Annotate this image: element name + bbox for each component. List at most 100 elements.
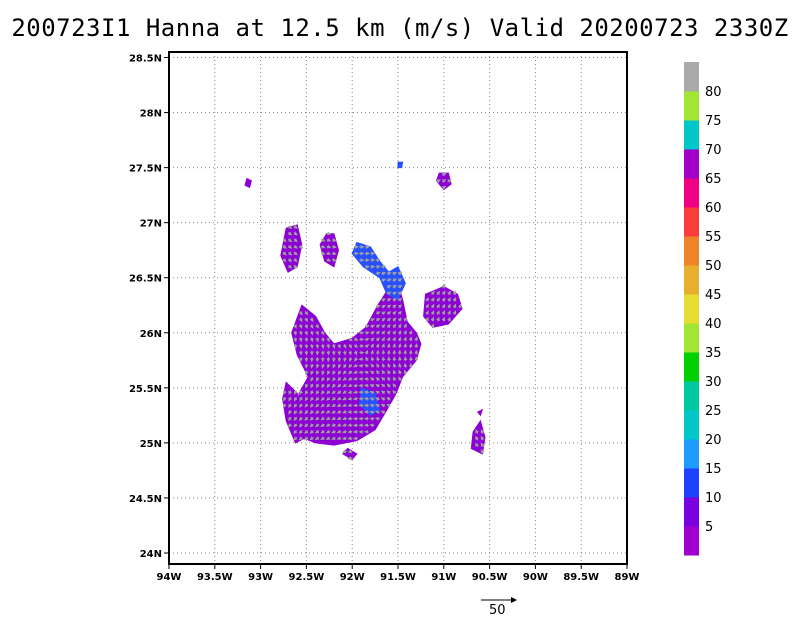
wind-vector bbox=[304, 410, 309, 415]
wind-vector bbox=[369, 384, 375, 388]
longitude-ticks: 94W 93.5W 93W 92.5W 92W 91.5W 91W 90.5W 90W 89.5W… bbox=[157, 564, 639, 583]
wind-vector bbox=[392, 390, 397, 395]
wind-vector bbox=[347, 436, 353, 441]
wind-vector bbox=[352, 403, 358, 408]
wind-vector bbox=[381, 271, 387, 276]
wind-vector bbox=[386, 285, 392, 289]
wind-vector bbox=[337, 383, 342, 388]
wind-vector bbox=[326, 390, 331, 395]
wind-vector bbox=[414, 336, 419, 342]
wind-vector bbox=[309, 337, 314, 343]
wind-vector bbox=[309, 324, 314, 329]
wind-region-5ms bbox=[476, 408, 484, 417]
wind-vector bbox=[397, 323, 402, 329]
wind-vector bbox=[370, 324, 376, 329]
wind-vector bbox=[441, 185, 447, 190]
wind-vector bbox=[480, 449, 485, 454]
wind-vector bbox=[369, 397, 375, 402]
wind-vector bbox=[347, 390, 353, 394]
wind-vector bbox=[309, 330, 314, 336]
colorbar-swatch bbox=[684, 120, 699, 150]
wind-vector bbox=[381, 317, 386, 322]
wind-vector bbox=[414, 343, 419, 349]
wind-vector bbox=[283, 403, 287, 409]
colorbar-swatch bbox=[684, 381, 699, 411]
wind-vector bbox=[282, 257, 287, 263]
wind-vector bbox=[354, 357, 359, 362]
wind-vector bbox=[375, 343, 380, 349]
wind-vector bbox=[375, 383, 380, 388]
wind-vector bbox=[315, 330, 319, 336]
wind-vector bbox=[370, 363, 375, 368]
wind-vector bbox=[326, 343, 331, 349]
wind-vector bbox=[397, 310, 402, 316]
wind-vector bbox=[447, 179, 452, 184]
wind-vector bbox=[370, 356, 375, 362]
wind-vector bbox=[315, 390, 320, 395]
wind-vector bbox=[364, 331, 370, 335]
wind-vector bbox=[331, 390, 336, 395]
wind-vector bbox=[392, 291, 397, 296]
wind-vector bbox=[342, 383, 347, 388]
latitude-ticks: 24N 24.5N 25N 25.5N 26N 26.5N 27N 27.5N 28N 28.5N bbox=[129, 54, 169, 560]
wind-vector bbox=[325, 423, 331, 427]
wind-vector bbox=[386, 336, 391, 342]
wind-vector bbox=[336, 423, 342, 427]
wind-vector bbox=[364, 337, 370, 342]
wind-vector bbox=[321, 376, 326, 382]
wind-vector bbox=[298, 436, 303, 441]
wind-vector bbox=[309, 409, 315, 415]
wind-vector bbox=[369, 410, 375, 415]
wind-vector bbox=[381, 324, 386, 329]
wind-vector bbox=[299, 390, 304, 395]
wind-vector bbox=[376, 363, 381, 368]
wind-vector bbox=[436, 179, 441, 184]
wind-vector bbox=[304, 390, 309, 395]
wind-vector bbox=[315, 363, 320, 369]
wind-vector bbox=[386, 330, 391, 335]
wind-vector bbox=[315, 370, 320, 376]
wind-vector bbox=[315, 337, 320, 343]
wind-vector bbox=[288, 410, 293, 415]
wind-vector bbox=[342, 409, 347, 414]
wind-vector bbox=[458, 303, 462, 309]
wind-vector bbox=[331, 357, 336, 363]
wind-vector bbox=[425, 316, 429, 322]
wind-vector bbox=[304, 310, 309, 316]
wind-vector bbox=[331, 257, 337, 262]
wind-vector bbox=[310, 396, 315, 402]
wind-vector bbox=[381, 265, 387, 269]
wind-vector bbox=[392, 336, 396, 342]
wind-vector bbox=[386, 403, 391, 408]
wind-vector bbox=[347, 376, 353, 381]
wind-vector bbox=[288, 416, 293, 422]
lat-tick-label: 27N bbox=[140, 219, 162, 230]
wind-vector bbox=[320, 330, 325, 336]
wind-vector bbox=[403, 343, 408, 349]
wind-vectors bbox=[282, 172, 485, 461]
wind-vector bbox=[325, 436, 331, 440]
wind-vector bbox=[370, 349, 375, 355]
wind-vector bbox=[397, 317, 402, 322]
wind-vector bbox=[310, 370, 315, 376]
colorbar-label: 5 bbox=[705, 520, 713, 535]
wind-vector bbox=[397, 271, 403, 276]
wind-vector bbox=[304, 429, 309, 434]
wind-vector bbox=[441, 297, 446, 302]
wind-vector bbox=[381, 343, 385, 349]
wind-vector bbox=[375, 271, 381, 276]
wind-vector bbox=[321, 383, 326, 389]
wind-vector bbox=[298, 429, 303, 434]
wind-vector bbox=[403, 323, 407, 329]
wind-vector bbox=[441, 316, 446, 322]
wind-vector bbox=[299, 396, 304, 402]
wind-vector bbox=[315, 396, 320, 402]
wind-vector bbox=[326, 244, 332, 249]
wind-region-5ms bbox=[280, 224, 303, 273]
wind-vector bbox=[430, 290, 435, 296]
wind-vector bbox=[287, 231, 293, 236]
wind-vector bbox=[337, 343, 341, 349]
wind-vector bbox=[282, 390, 287, 396]
wind-region-5ms bbox=[319, 233, 340, 268]
wind-vector bbox=[375, 311, 381, 316]
